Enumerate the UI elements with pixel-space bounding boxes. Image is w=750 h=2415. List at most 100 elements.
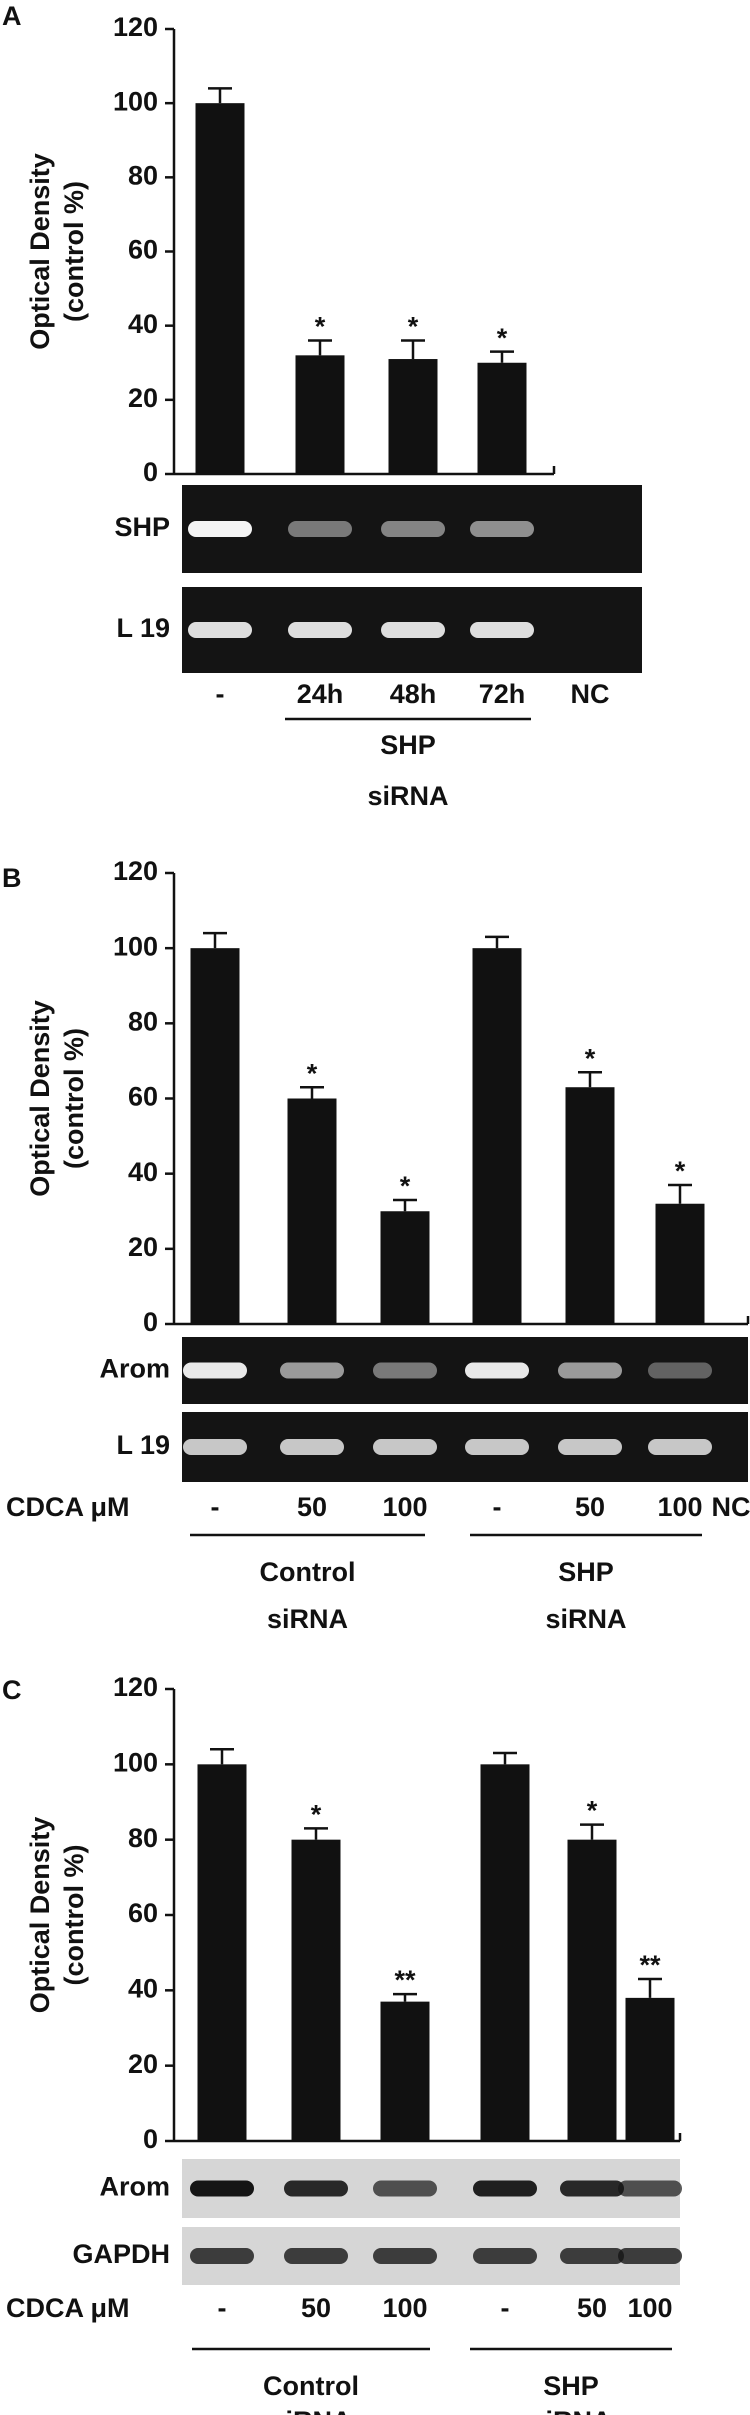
gel-band (183, 1362, 247, 1379)
gel-band (465, 1439, 529, 1455)
gel-band (560, 2180, 624, 2197)
y-axis-title: Optical Density (25, 1817, 55, 2014)
gel-band (618, 2248, 682, 2264)
y-tick-label: 60 (128, 235, 158, 265)
gel-band (473, 2180, 537, 2197)
group-label: siRNA (545, 1604, 626, 1634)
gel-band (560, 2248, 624, 2264)
gel-label: L 19 (116, 1430, 170, 1460)
group-label: SHP (558, 1557, 614, 1587)
bar (625, 1997, 675, 2141)
gel-band (373, 1439, 437, 1455)
significance-mark: * (587, 1796, 598, 1826)
gel-band (280, 1362, 344, 1379)
gel-band (284, 2248, 348, 2264)
gel-band (373, 2248, 437, 2264)
x-tick-label: 100 (627, 2293, 672, 2323)
x-tick-label: 50 (575, 1492, 605, 1522)
group-label: siRNA (530, 2406, 611, 2415)
gel-band (381, 622, 445, 638)
bar (567, 1839, 617, 2141)
bar (472, 948, 522, 1324)
y-tick-label: 60 (128, 1082, 158, 1112)
gel-label: GAPDH (72, 2239, 170, 2269)
y-tick-label: 100 (113, 86, 158, 116)
bar (291, 1839, 341, 2141)
significance-mark: * (315, 312, 326, 342)
y-tick-label: 80 (128, 1823, 158, 1853)
gel-band (288, 622, 352, 638)
gel-band (188, 622, 252, 638)
bar (380, 1211, 430, 1324)
x-axis-title: CDCA μM (6, 1492, 130, 1522)
gel-label: SHP (114, 512, 170, 542)
gel-band (558, 1439, 622, 1455)
y-tick-label: 60 (128, 1898, 158, 1928)
y-tick-label: 80 (128, 160, 158, 190)
bar (195, 103, 245, 475)
bar (477, 362, 527, 474)
x-tick-label: NC (712, 1492, 750, 1522)
gel-band (288, 521, 352, 537)
gel-band (188, 521, 252, 537)
gel-band (183, 1439, 247, 1455)
gel-band (381, 521, 445, 537)
y-tick-label: 20 (128, 2049, 158, 2079)
significance-mark: * (497, 323, 508, 353)
gel-label: Arom (99, 1354, 170, 1384)
x-tick-label: - (216, 679, 225, 709)
gel-band (465, 1362, 529, 1379)
gel-band (618, 2180, 682, 2197)
gel-band (373, 2180, 437, 2197)
x-tick-label: 100 (382, 2293, 427, 2323)
bar (655, 1203, 705, 1324)
group-label: siRNA (367, 781, 448, 811)
y-axis-title: Optical Density (25, 1000, 55, 1197)
gel-band (470, 521, 534, 537)
gel-band (284, 2180, 348, 2197)
significance-mark: * (408, 312, 419, 342)
y-axis-title: (control %) (59, 1028, 89, 1169)
bar (388, 359, 438, 474)
x-tick-label: - (501, 2293, 510, 2323)
gel-band (373, 1362, 437, 1379)
x-tick-label: - (218, 2293, 227, 2323)
x-tick-label: 48h (390, 679, 437, 709)
significance-mark: * (307, 1058, 318, 1088)
significance-mark: * (400, 1171, 411, 1201)
bar (565, 1087, 615, 1324)
y-axis-title: Optical Density (25, 153, 55, 350)
bar (380, 2001, 430, 2141)
gel-band (558, 1362, 622, 1379)
x-tick-label: 50 (297, 1492, 327, 1522)
x-tick-label: - (211, 1492, 220, 1522)
y-tick-label: 40 (128, 1157, 158, 1187)
bar (190, 948, 240, 1324)
significance-mark: ** (639, 1950, 661, 1980)
x-tick-label: 100 (657, 1492, 702, 1522)
x-axis-title: CDCA μM (6, 2293, 130, 2323)
group-label: SHP (543, 2371, 599, 2401)
significance-mark: * (311, 1799, 322, 1829)
y-tick-label: 20 (128, 383, 158, 413)
y-axis-title: (control %) (59, 181, 89, 322)
x-tick-label: NC (571, 679, 610, 709)
gel-band (190, 2248, 254, 2264)
x-tick-label: 50 (301, 2293, 331, 2323)
significance-mark: * (675, 1156, 686, 1186)
y-tick-label: 40 (128, 309, 158, 339)
y-tick-label: 80 (128, 1006, 158, 1036)
x-tick-label: 50 (577, 2293, 607, 2323)
y-tick-label: 0 (143, 1307, 158, 1337)
significance-mark: ** (394, 1965, 416, 1995)
panel-label: B (2, 863, 22, 893)
gel-band (648, 1439, 712, 1455)
gel-band (648, 1362, 712, 1379)
y-tick-label: 0 (143, 2124, 158, 2154)
x-tick-label: 100 (382, 1492, 427, 1522)
bar (480, 1764, 530, 2141)
gel-band (473, 2248, 537, 2264)
y-axis-title: (control %) (59, 1845, 89, 1986)
panel-label: C (2, 1675, 22, 1705)
